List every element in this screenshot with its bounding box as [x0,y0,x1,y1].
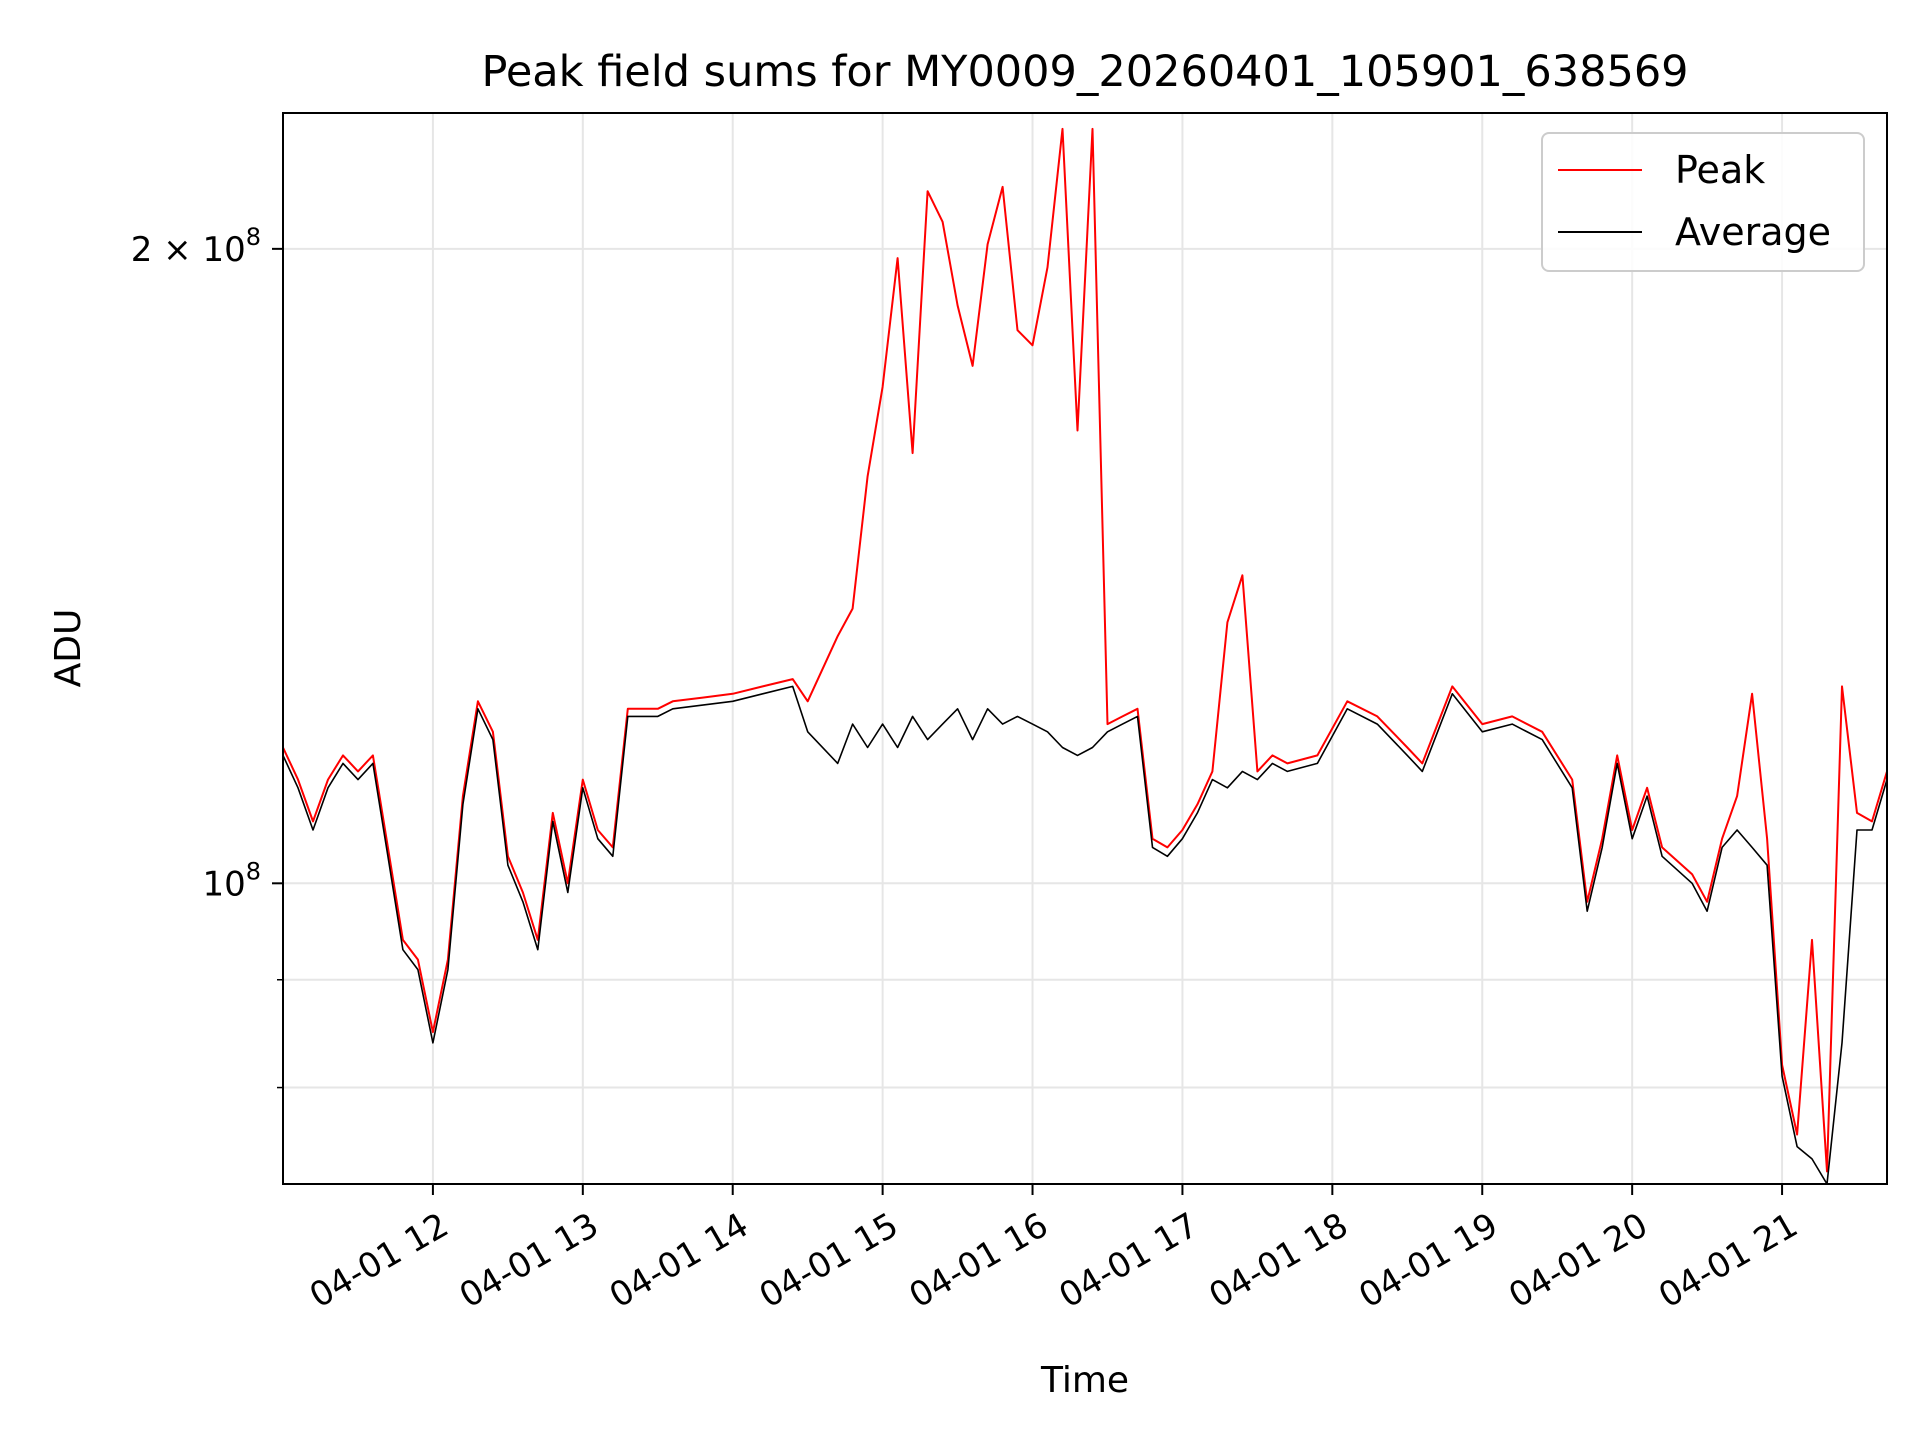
legend: Peak Average [1541,132,1865,272]
series-line-average [283,685,1887,1184]
y-tick-base: 10 [202,230,245,270]
y-tick-base: 10 [202,864,245,904]
y-tick-label: 2 × 108 [131,223,261,270]
series-layer [283,127,1887,1184]
y-tick-multiplier: 2 × [131,230,203,270]
legend-box [1541,132,1865,272]
y-tick-exponent: 8 [246,857,261,885]
plot-frame [282,112,1888,1185]
y-tick-exponent: 8 [246,223,261,251]
series-line-peak [283,127,1887,1173]
gridlines [283,113,1887,1184]
chart-title: Peak field sums for MY0009_20260401_1059… [481,47,1688,97]
legend-label-peak: Peak [1675,148,1765,192]
y-tick-label: 108 [202,857,261,904]
y-axis-label: ADU [48,609,89,688]
x-axis-label: Time [1040,1360,1129,1401]
legend-label-average: Average [1675,210,1831,254]
